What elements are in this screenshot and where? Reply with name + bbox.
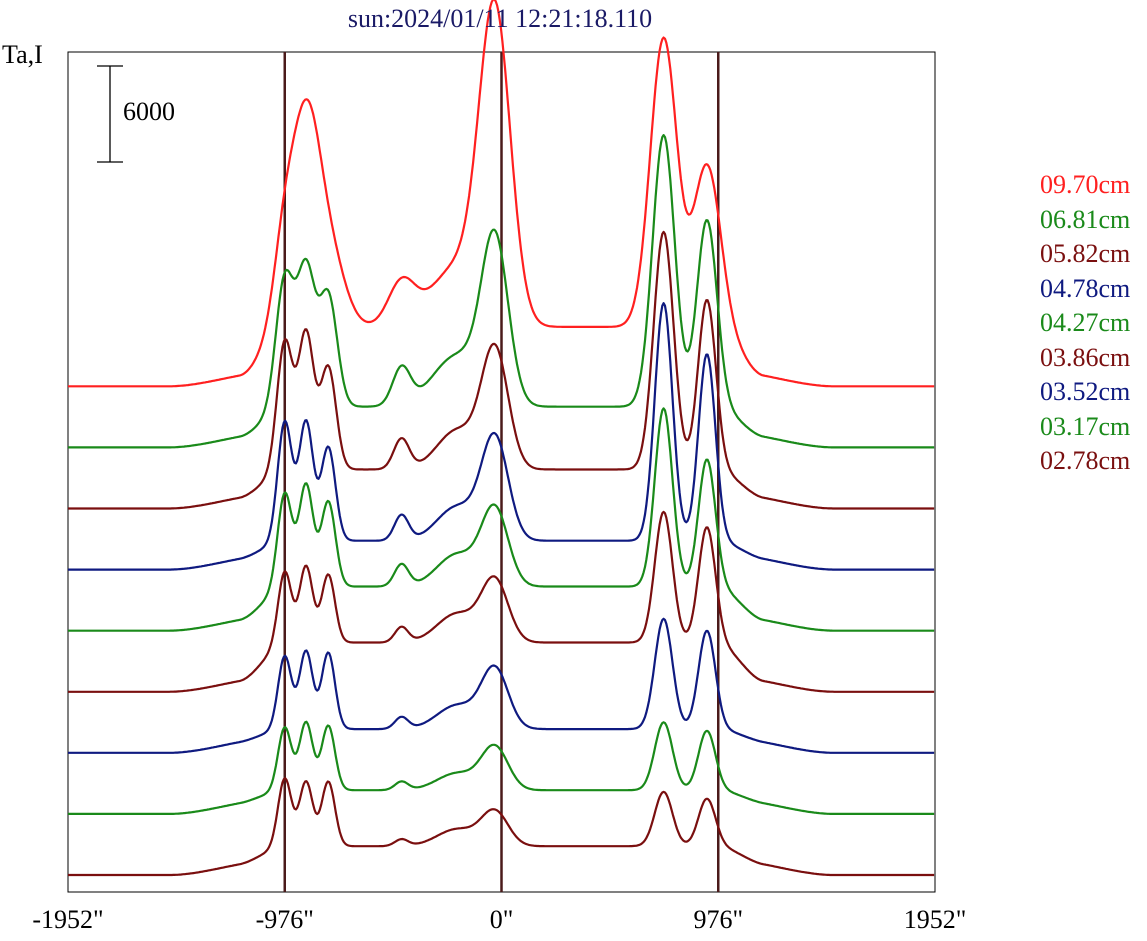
x-tick-label-1: -976" — [255, 905, 314, 934]
x-tick-label-0: -1952" — [32, 905, 104, 934]
series-line-06.81cm — [68, 134, 935, 449]
x-tick-label-4: 1952" — [903, 905, 967, 934]
x-tick-label-3: 976" — [693, 905, 744, 934]
legend-entry-3: 04.78cm — [1040, 273, 1131, 303]
series-line-09.70cm — [68, 0, 935, 388]
legend-entry-2: 05.82cm — [1040, 239, 1131, 268]
series-line-03.52cm — [68, 617, 935, 754]
scale-bar-label: 6000 — [123, 97, 175, 126]
x-tick-label-2: 0" — [489, 905, 514, 934]
legend-entry-5: 03.86cm — [1040, 342, 1131, 372]
y-axis-label: Ta,I — [2, 40, 43, 69]
series-line-05.82cm — [68, 230, 935, 510]
legend-entry-6: 03.52cm — [1040, 377, 1131, 406]
legend-entry-4: 04.27cm — [1040, 308, 1131, 337]
legend: 09.70cm 06.81cm 05.82cm 04.78cm 04.27cm 03.86… — [1040, 168, 1130, 479]
chart-title: sun:2024/01/11 12:21:18.110 — [347, 4, 653, 33]
legend-entry-1: 06.81cm — [1040, 204, 1131, 234]
series-line-04.27cm — [68, 407, 935, 632]
series-line-03.17cm — [68, 720, 935, 816]
legend-entry-0: 09.70cm — [1040, 170, 1131, 199]
series-line-02.78cm — [68, 776, 935, 877]
series-line-03.86cm — [68, 510, 935, 693]
legend-entry-7: 03.17cm — [1040, 411, 1131, 441]
series-line-04.78cm — [68, 302, 935, 571]
legend-entry-8: 02.78cm — [1040, 446, 1131, 475]
